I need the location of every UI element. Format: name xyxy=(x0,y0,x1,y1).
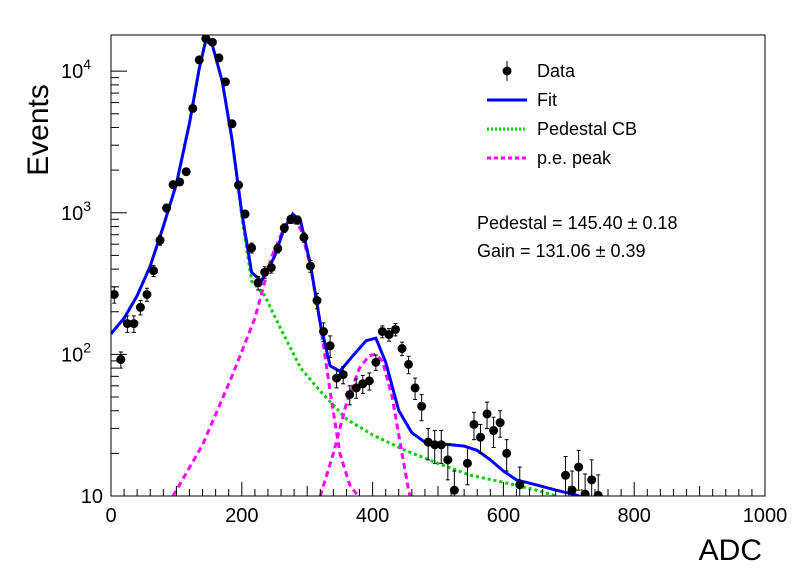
legend-item: Pedestal CB xyxy=(487,119,637,139)
data-point xyxy=(279,223,289,234)
data-point xyxy=(220,77,230,87)
legend-label: Pedestal CB xyxy=(537,119,637,139)
data-point xyxy=(417,394,427,422)
data-point xyxy=(260,266,270,279)
data-point xyxy=(207,37,217,47)
data-point xyxy=(122,315,132,333)
data-point xyxy=(476,423,486,454)
y-axis-title: Events xyxy=(22,84,55,176)
data-point xyxy=(587,459,597,496)
data-point xyxy=(129,315,139,333)
data-point xyxy=(266,262,276,274)
data-point xyxy=(292,215,302,225)
pedestal-cb-curve xyxy=(111,37,557,496)
pe-peak-curve-1 xyxy=(171,219,360,496)
data-point xyxy=(325,335,335,359)
data-point xyxy=(149,264,159,277)
data-point xyxy=(462,447,472,486)
data-point xyxy=(443,444,453,481)
data-point xyxy=(234,180,244,190)
data-point xyxy=(449,470,459,496)
data-point xyxy=(371,354,381,371)
y-tick-label: 10 xyxy=(81,486,103,508)
y-tick-label: 103 xyxy=(61,198,91,225)
data-point xyxy=(319,322,329,343)
gain-annotation: Gain = 131.06 ± 0.39 xyxy=(477,241,646,261)
data-point xyxy=(489,416,499,449)
data-point xyxy=(482,401,492,429)
data-point xyxy=(364,372,374,391)
data-point xyxy=(345,385,355,406)
legend-label: p.e. peak xyxy=(537,148,612,168)
data-point xyxy=(338,366,348,385)
plot-frame xyxy=(110,34,766,497)
data-point xyxy=(495,410,505,438)
data-point xyxy=(253,275,263,291)
legend-label: Data xyxy=(537,61,576,81)
data-point xyxy=(404,355,414,375)
legend-item: Fit xyxy=(487,90,557,110)
legend-label: Fit xyxy=(537,90,557,110)
legend-item: Data xyxy=(502,61,576,81)
y-tick-label: 104 xyxy=(61,56,91,83)
x-axis-title: ADC xyxy=(699,534,762,567)
data-point xyxy=(299,232,309,243)
data-point xyxy=(273,243,283,254)
data-point xyxy=(515,466,525,496)
x-tick-label: 1000 xyxy=(743,505,788,527)
fit-curve xyxy=(111,37,583,496)
data-point xyxy=(227,119,237,129)
data-point xyxy=(410,377,420,401)
data-point xyxy=(286,214,296,224)
data-point xyxy=(181,167,191,177)
data-point xyxy=(312,292,322,310)
legend: Data Fit Pedestal CB p.e. peak xyxy=(487,61,637,168)
data-point xyxy=(580,473,590,496)
data-point xyxy=(175,177,185,187)
data-point xyxy=(502,439,512,472)
data-point xyxy=(351,378,361,399)
data-point xyxy=(430,430,440,464)
data-point xyxy=(194,55,204,65)
x-tick-label: 600 xyxy=(487,505,520,527)
data-point xyxy=(155,235,165,246)
data-point xyxy=(240,209,250,219)
x-tick-label: 800 xyxy=(618,505,651,527)
x-tick-label: 0 xyxy=(105,505,116,527)
data-point xyxy=(135,300,145,316)
x-tick-label: 200 xyxy=(225,505,258,527)
pedestal-annotation: Pedestal = 145.40 ± 0.18 xyxy=(477,213,678,233)
data-point xyxy=(469,411,479,441)
data-point xyxy=(384,328,394,342)
data-point xyxy=(390,323,400,337)
data-point xyxy=(162,203,172,213)
data-point xyxy=(247,242,257,254)
data-point xyxy=(574,449,584,491)
data-point xyxy=(436,430,446,464)
data-point xyxy=(188,103,198,113)
data-point xyxy=(305,260,315,273)
pe-peak-curve-2 xyxy=(318,352,412,496)
legend-data-marker xyxy=(502,66,512,76)
x-tick-label: 400 xyxy=(356,505,389,527)
data-point xyxy=(142,287,152,302)
data-point xyxy=(561,456,571,496)
data-point xyxy=(593,474,603,496)
data-point xyxy=(397,341,407,357)
data-point xyxy=(214,53,224,63)
legend-item: p.e. peak xyxy=(487,148,612,168)
y-tick-label: 102 xyxy=(61,339,91,366)
data-point xyxy=(567,470,577,496)
